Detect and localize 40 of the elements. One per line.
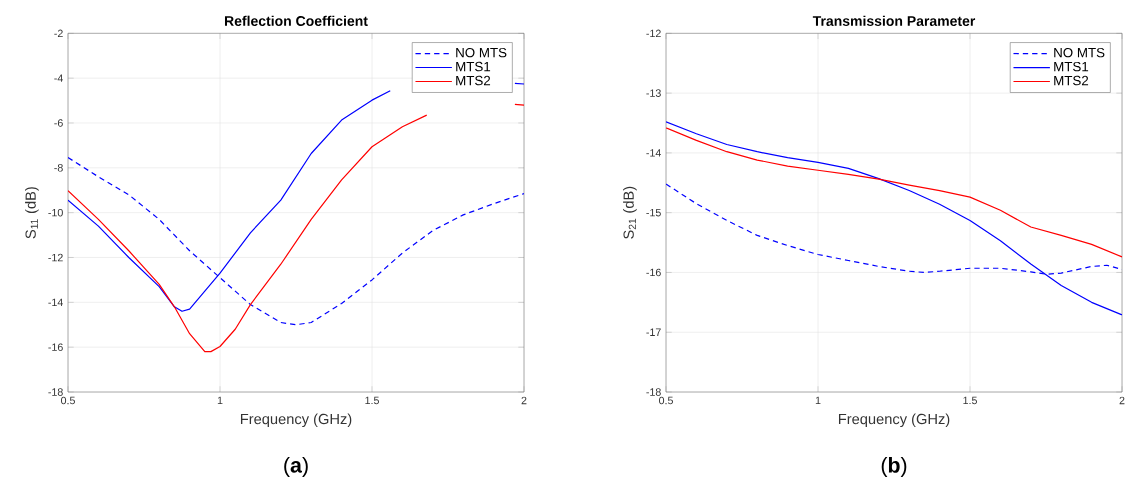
x-tick-label: 1 (815, 396, 821, 405)
x-tick-label: 1.5 (963, 396, 977, 405)
text: (b) (881, 457, 907, 477)
y-tick-label: -4 (54, 74, 63, 82)
y-tick-label: -15 (646, 208, 661, 217)
line-series (666, 121, 1123, 316)
legend-label: MTS1 (1054, 61, 1089, 72)
line-series (666, 127, 1123, 258)
y-tick-label: -8 (54, 164, 63, 172)
x-tick-label: 1 (217, 396, 223, 405)
x-tick-label: 0.5 (659, 396, 673, 405)
y-tick-label: -14 (646, 149, 661, 157)
x-tick-label: 0.5 (61, 396, 75, 405)
y-tick-label: -6 (54, 119, 63, 127)
y-tick-label: -18 (646, 388, 661, 396)
y-tick-label: -12 (48, 253, 63, 262)
y-axis-title: S$_{21}$ (dB) (623, 186, 637, 239)
x-tick-label: 2 (1119, 396, 1125, 405)
y-tick-label: -14 (48, 298, 63, 306)
x-axis-title: Frequency (GHz) (838, 413, 950, 428)
y-tick-label: -18 (48, 388, 63, 396)
legend-label: MTS2 (456, 75, 491, 86)
y-tick-label: -17 (646, 328, 661, 336)
x-axis-title: Frequency (GHz) (240, 413, 352, 428)
x-tick-label: 1.5 (365, 396, 379, 405)
chart-title: Transmission Parameter (812, 15, 976, 26)
y-tick-label: -13 (646, 89, 661, 97)
legend-label: MTS1 (456, 61, 491, 72)
y-axis-title: S$_{11}$ (dB) (25, 187, 39, 239)
legend-label: NO MTS (456, 47, 507, 58)
y-tick-label: -2 (54, 29, 63, 38)
y-tick-label: -16 (48, 343, 63, 351)
legend-label: NO MTS (1054, 47, 1105, 58)
legend-label: MTS2 (1054, 75, 1089, 86)
text: (a) (284, 457, 308, 477)
y-tick-label: -16 (646, 268, 661, 277)
y-tick-label: -12 (646, 29, 661, 38)
x-tick-label: 2 (521, 396, 527, 405)
chart-title: Reflection Coefficient (224, 15, 368, 26)
y-tick-label: -10 (48, 208, 63, 217)
